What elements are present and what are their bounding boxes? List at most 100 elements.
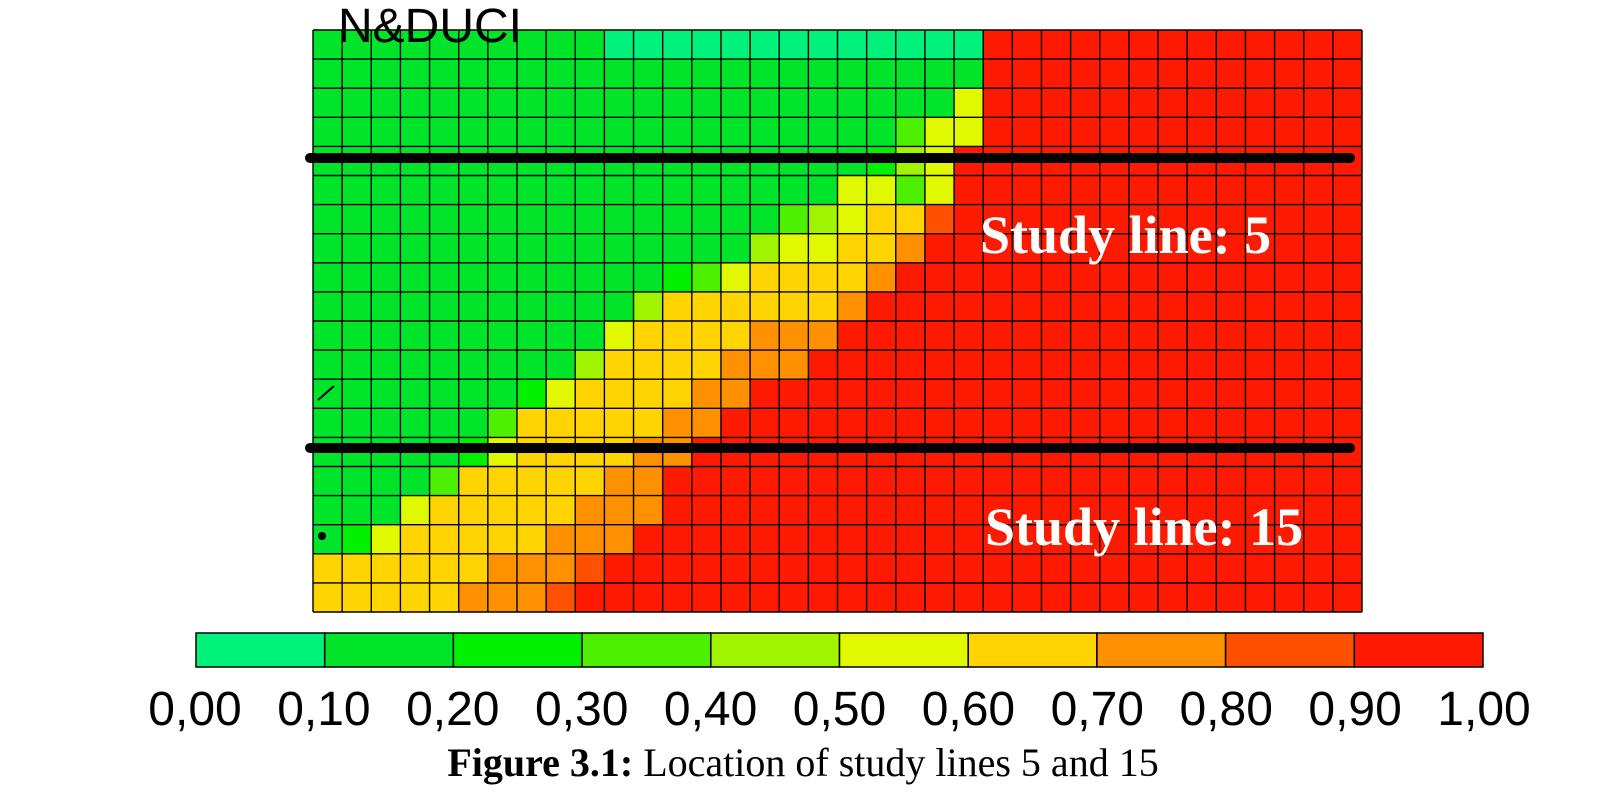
heatmap-cell xyxy=(1303,495,1334,526)
heatmap-cell xyxy=(429,233,460,264)
heatmap-cell xyxy=(604,117,635,147)
heatmap-cell xyxy=(1332,582,1363,613)
heatmap-cell xyxy=(808,379,838,409)
colorbar-bin xyxy=(1224,632,1356,668)
heatmap-cell xyxy=(954,30,984,60)
heatmap-cell xyxy=(604,175,635,206)
heatmap-cell xyxy=(1070,350,1101,380)
heatmap-cell xyxy=(458,117,489,147)
heatmap-cell xyxy=(720,466,751,497)
heatmap-cell xyxy=(1332,59,1363,89)
heatmap-cell xyxy=(1099,553,1130,584)
heatmap-cell xyxy=(633,204,664,235)
heatmap-cell xyxy=(458,408,489,438)
heatmap-cell xyxy=(750,30,780,60)
heatmap-cell xyxy=(779,379,809,409)
heatmap-cell xyxy=(895,466,926,497)
heatmap-cell xyxy=(837,582,868,613)
heatmap-cell xyxy=(458,350,489,380)
heatmap-cell xyxy=(400,582,431,613)
heatmap-cell xyxy=(1303,524,1334,555)
heatmap-cell xyxy=(1099,233,1130,264)
heatmap-cell xyxy=(429,408,460,438)
heatmap-cell xyxy=(750,175,780,206)
heatmap-cell xyxy=(400,30,431,60)
heatmap-cell xyxy=(342,408,372,438)
heatmap-cell xyxy=(837,88,868,118)
heatmap-cell xyxy=(866,495,897,526)
heatmap-cell xyxy=(1070,379,1101,409)
heatmap-cell xyxy=(1041,262,1072,293)
heatmap-cell xyxy=(1099,262,1130,293)
heatmap-cell xyxy=(313,175,343,206)
heatmap-cell xyxy=(546,291,576,322)
heatmap-cell xyxy=(837,350,868,380)
heatmap-cell xyxy=(487,175,518,206)
heatmap-cell xyxy=(546,233,576,264)
heatmap-cell xyxy=(633,233,664,264)
heatmap-cell xyxy=(750,117,780,147)
heatmap-cell xyxy=(487,553,518,584)
heatmap-cell xyxy=(1332,408,1363,438)
heatmap-cell xyxy=(342,291,372,322)
heatmap-cell xyxy=(1158,291,1188,322)
heatmap-cell xyxy=(1128,30,1159,60)
colorbar-tick-label: 0,10 xyxy=(277,683,370,736)
heatmap-cell xyxy=(546,408,576,438)
heatmap-cell xyxy=(1274,379,1305,409)
heatmap-cell xyxy=(1012,466,1042,497)
heatmap-cell xyxy=(1245,30,1276,60)
heatmap-cell xyxy=(1216,30,1246,60)
heatmap-cell xyxy=(1041,117,1072,147)
heatmap-cell xyxy=(837,524,868,555)
heatmap-cell xyxy=(691,321,722,351)
heatmap-cell xyxy=(720,233,751,264)
heatmap-cell xyxy=(342,30,372,60)
heatmap-cell xyxy=(342,524,372,555)
heatmap-cell xyxy=(750,466,780,497)
heatmap-cell xyxy=(720,321,751,351)
heatmap-cell xyxy=(429,262,460,293)
heatmap-cell xyxy=(808,582,838,613)
heatmap-cell xyxy=(604,321,635,351)
heatmap-cell xyxy=(1128,321,1159,351)
heatmap-cell xyxy=(779,30,809,60)
heatmap-cell xyxy=(400,262,431,293)
heatmap-cell xyxy=(808,495,838,526)
heatmap-cell xyxy=(720,30,751,60)
heatmap-cell xyxy=(371,524,401,555)
heatmap-cell xyxy=(1070,466,1101,497)
heatmap-cell xyxy=(1158,117,1188,147)
heatmap-cell xyxy=(604,495,635,526)
heatmap-cell xyxy=(1216,117,1246,147)
heatmap-cell xyxy=(313,59,343,89)
colorbar-tick-labels: 0,00 0,10 0,20 0,30 0,40 0,50 0,60 0,70 0,80 0,90… xyxy=(148,683,1530,736)
heatmap-cell xyxy=(487,582,518,613)
heatmap-cell xyxy=(662,59,693,89)
heatmap-cell xyxy=(1245,117,1276,147)
heatmap-cell xyxy=(1041,30,1072,60)
heatmap-cell xyxy=(313,553,343,584)
heatmap-cell xyxy=(983,30,1013,60)
heatmap-cell xyxy=(1128,291,1159,322)
heatmap-cell xyxy=(662,524,693,555)
heatmap-cell xyxy=(1245,321,1276,351)
heatmap-cell xyxy=(546,175,576,206)
heatmap-cell xyxy=(983,553,1013,584)
heatmap-cell xyxy=(400,233,431,264)
heatmap-cell xyxy=(895,175,926,206)
heatmap-cell xyxy=(1303,88,1334,118)
heatmap-cell xyxy=(691,408,722,438)
heatmap-cell xyxy=(1332,175,1363,206)
heatmap-cell xyxy=(604,233,635,264)
heatmap-cell xyxy=(924,379,955,409)
heatmap-cell xyxy=(691,524,722,555)
heatmap-cell xyxy=(750,291,780,322)
heatmap-cell xyxy=(662,291,693,322)
heatmap-cell xyxy=(1070,233,1101,264)
heatmap-cell xyxy=(1158,582,1188,613)
heatmap-cell xyxy=(662,582,693,613)
heatmap-cell xyxy=(720,59,751,89)
heatmap-cell xyxy=(1158,321,1188,351)
heatmap-cell xyxy=(691,291,722,322)
